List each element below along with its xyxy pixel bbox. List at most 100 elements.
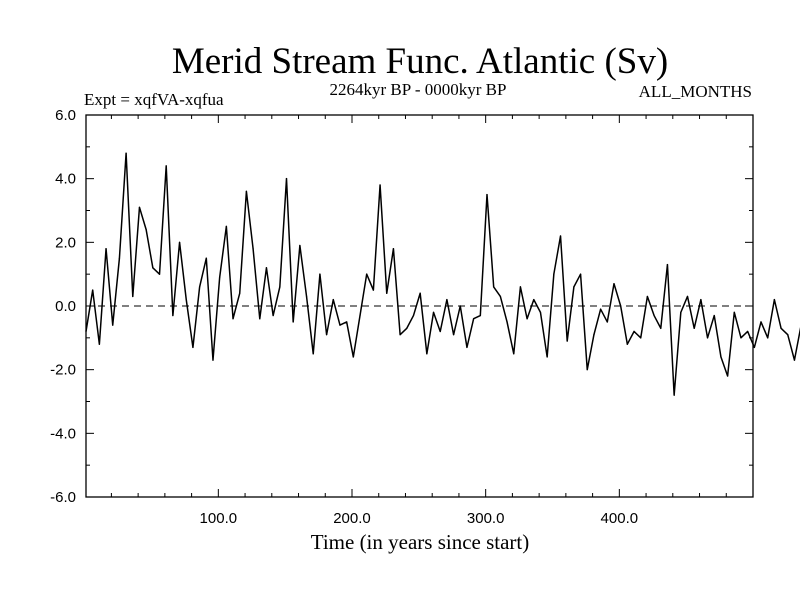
data-point-0 xyxy=(85,330,87,333)
data-point-52 xyxy=(432,311,435,313)
data-point-45 xyxy=(386,292,388,294)
data-point-16 xyxy=(192,346,194,348)
data-point-100 xyxy=(753,346,755,348)
data-point-5 xyxy=(118,257,121,259)
data-point-31 xyxy=(292,321,294,323)
y-tick-label-6: 6.0 xyxy=(55,107,76,124)
data-point-63 xyxy=(506,321,508,323)
data-point-10 xyxy=(152,267,154,269)
data-point-68 xyxy=(539,311,542,313)
y-tick-label-4: 2.0 xyxy=(55,234,76,251)
data-point-34 xyxy=(312,353,314,355)
data-point-61 xyxy=(493,286,495,288)
data-point-83 xyxy=(640,337,642,339)
data-point-71 xyxy=(559,235,562,237)
x-axis-label: Time (in years since start) xyxy=(311,530,530,554)
data-point-92 xyxy=(700,299,702,301)
data-point-80 xyxy=(620,305,622,307)
data-point-94 xyxy=(713,314,715,317)
data-point-75 xyxy=(586,369,588,371)
data-point-23 xyxy=(239,292,241,294)
data-point-72 xyxy=(566,340,568,342)
data-point-17 xyxy=(199,286,201,288)
data-point-64 xyxy=(513,353,515,355)
data-point-13 xyxy=(172,314,174,317)
data-point-99 xyxy=(747,330,749,333)
y-tick-label-5: 4.0 xyxy=(55,171,76,188)
data-points xyxy=(85,152,796,396)
data-point-97 xyxy=(733,311,735,313)
data-point-21 xyxy=(225,225,227,228)
data-point-48 xyxy=(406,327,408,329)
data-point-8 xyxy=(138,206,141,208)
series-line xyxy=(85,152,800,396)
data-point-79 xyxy=(613,283,615,285)
data-point-41 xyxy=(359,314,361,317)
data-point-27 xyxy=(265,267,268,269)
data-point-32 xyxy=(299,244,301,247)
data-point-98 xyxy=(740,337,742,339)
data-point-81 xyxy=(626,343,628,345)
chart-subtitle-center: 2264kyr BP - 0000kyr BP xyxy=(330,80,507,99)
chart-subtitle-right: ALL_MONTHS xyxy=(639,82,752,101)
data-point-54 xyxy=(446,299,448,301)
data-point-103 xyxy=(773,299,775,301)
data-point-77 xyxy=(600,308,602,310)
data-point-24 xyxy=(245,190,247,192)
chart-subtitle-left: Expt = xqfVA-xqfua xyxy=(84,90,224,109)
data-point-15 xyxy=(185,299,187,301)
data-point-4 xyxy=(112,324,114,326)
x-tick-label-100: 100.0 xyxy=(200,510,238,527)
data-point-3 xyxy=(105,248,107,250)
data-point-65 xyxy=(519,286,522,288)
x-tick-label-400: 400.0 xyxy=(601,510,639,527)
data-point-106 xyxy=(793,359,796,361)
chart-title: Merid Stream Func. Atlantic (Sv) xyxy=(172,41,668,82)
data-point-105 xyxy=(787,334,789,336)
data-point-96 xyxy=(727,375,729,377)
data-point-85 xyxy=(653,314,655,317)
data-point-43 xyxy=(372,289,374,291)
y-tick-label-3: 0.0 xyxy=(55,298,76,315)
data-point-90 xyxy=(686,295,689,298)
y-tick-label-0: -6.0 xyxy=(50,489,76,506)
axis-tick-labels: 100.0 200.0 300.0 400.0 -6.0 -4.0 -2.0 0.0 2.0 4.… xyxy=(50,107,638,527)
data-point-40 xyxy=(352,356,354,358)
data-point-50 xyxy=(419,292,421,294)
data-point-56 xyxy=(459,305,461,307)
data-point-104 xyxy=(780,327,782,329)
data-point-26 xyxy=(259,318,261,320)
data-point-69 xyxy=(546,356,548,358)
data-point-14 xyxy=(178,241,181,243)
data-point-51 xyxy=(426,353,428,355)
data-point-101 xyxy=(760,321,762,323)
data-point-82 xyxy=(633,330,635,333)
data-point-19 xyxy=(212,359,214,361)
data-point-60 xyxy=(486,193,488,196)
data-point-12 xyxy=(165,165,167,167)
data-point-84 xyxy=(646,295,649,298)
data-point-36 xyxy=(326,334,328,336)
data-point-2 xyxy=(98,343,100,345)
data-point-78 xyxy=(606,321,608,323)
data-point-29 xyxy=(279,286,281,288)
data-point-38 xyxy=(339,324,341,326)
data-point-62 xyxy=(499,295,501,298)
data-point-1 xyxy=(92,289,94,291)
data-point-30 xyxy=(285,178,288,180)
data-point-25 xyxy=(252,248,254,250)
data-point-49 xyxy=(412,314,415,317)
data-point-18 xyxy=(205,257,207,259)
data-point-89 xyxy=(680,311,682,313)
data-point-37 xyxy=(332,299,334,301)
data-point-73 xyxy=(573,286,575,288)
data-point-74 xyxy=(579,273,582,275)
data-point-28 xyxy=(272,314,274,317)
data-point-9 xyxy=(145,229,147,231)
data-point-91 xyxy=(693,327,695,329)
data-point-42 xyxy=(366,273,368,275)
data-point-102 xyxy=(767,337,769,339)
data-point-47 xyxy=(399,334,401,336)
data-point-7 xyxy=(132,295,134,298)
